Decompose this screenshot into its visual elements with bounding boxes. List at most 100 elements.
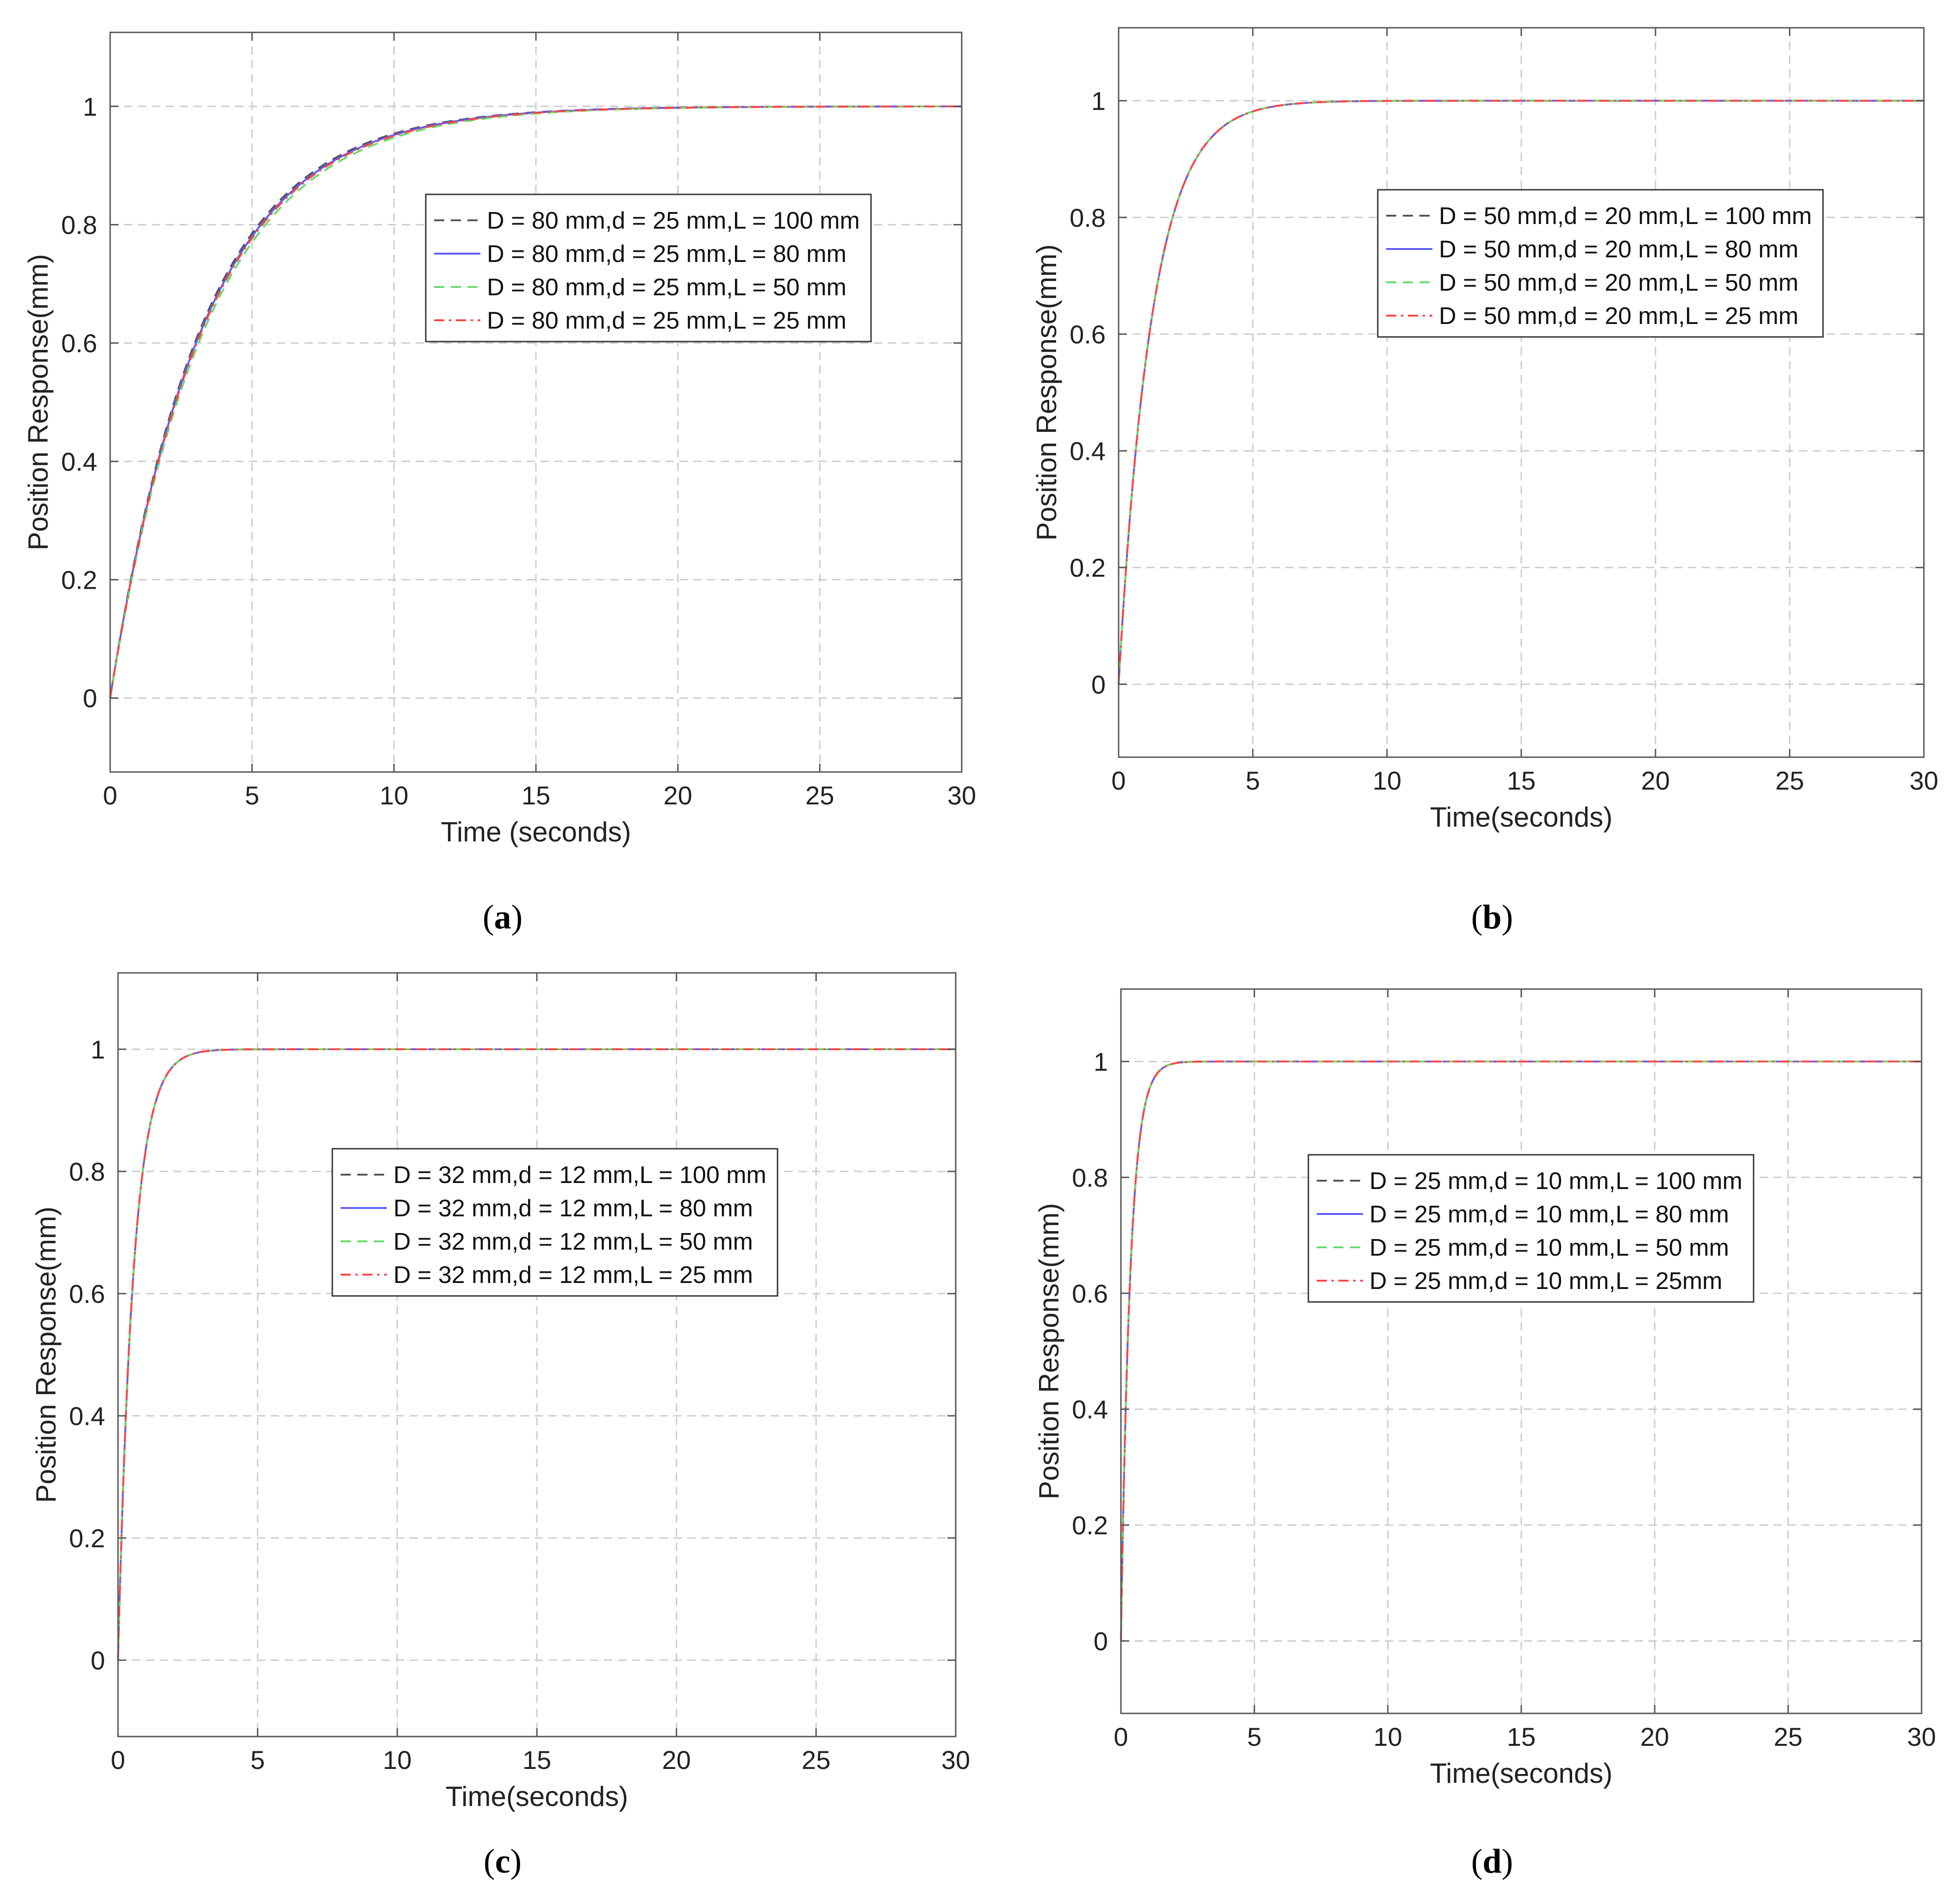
x-tick-label: 25: [802, 1745, 830, 1774]
caption-d-label: d: [1482, 1843, 1502, 1880]
chart-panel-b: 0 5 10 15 20 25 30 0 0.2 0.4 0.6 0.8 1 Time(seconds) P…: [980, 0, 1960, 950]
x-tick-label: 15: [523, 1745, 551, 1774]
legend-box: [331, 1148, 778, 1297]
caption-b: (b): [1471, 898, 1513, 936]
y-tick-label: 0.8: [69, 1157, 105, 1186]
x-tick-label: 0: [103, 781, 117, 810]
x-tick-label: 0: [1114, 1722, 1128, 1751]
x-tick-label: 10: [1373, 766, 1401, 795]
legend-entry: D = 25 mm,d = 10 mm,L = 50 mm: [1369, 1234, 1729, 1261]
legend-entry: D = 80 mm,d = 25 mm,L = 50 mm: [487, 274, 846, 301]
y-tick-label: 0.6: [69, 1279, 105, 1308]
legend-box: [1377, 189, 1824, 338]
chart-panel-a: 0 5 10 15 20 25 30 0 0.2 0.4 0.6 0.8 1 Time (seconds)…: [0, 0, 980, 950]
legend-entry: D = 50 mm,d = 20 mm,L = 80 mm: [1439, 236, 1798, 263]
x-tick-label: 0: [111, 1745, 125, 1774]
series-line-4: [109, 106, 962, 698]
legend-box: [425, 193, 872, 342]
y-axis-label: Position Response(mm): [1031, 244, 1062, 541]
x-axis-label: Time(seconds): [446, 1781, 628, 1812]
legend-entry: D = 25 mm,d = 10 mm,L = 100 mm: [1369, 1168, 1742, 1195]
legend-entry: D = 80 mm,d = 25 mm,L = 80 mm: [487, 241, 846, 268]
y-tick-label: 0.2: [69, 1524, 105, 1553]
x-tick-label: 30: [1910, 766, 1938, 795]
x-tick-label: 30: [1907, 1722, 1936, 1751]
chart-c-svg: 0 5 10 15 20 25 30 0 0.2 0.4 0.6 0.8 1 Time(seconds) P…: [31, 972, 970, 1812]
chart-panel-d: 0 5 10 15 20 25 30 0 0.2 0.4 0.6 0.8 1 Time(seconds) P…: [980, 950, 1960, 1899]
legend-entry: D = 25 mm,d = 10 mm,L = 25mm: [1369, 1268, 1722, 1295]
legend-entry: D = 32 mm,d = 12 mm,L = 100 mm: [393, 1162, 766, 1189]
x-tick-label: 5: [1247, 1722, 1262, 1751]
series-line-3: [117, 1048, 956, 1660]
x-tick-label: 25: [1774, 1722, 1803, 1751]
y-tick-label: 0: [1091, 670, 1106, 699]
y-tick-label: 0: [1094, 1627, 1108, 1656]
y-tick-label: 1: [1094, 1047, 1108, 1077]
y-tick-label: 0.6: [1070, 320, 1106, 349]
legend-entry: D = 80 mm,d = 25 mm,L = 25 mm: [487, 307, 846, 334]
y-tick-label: 0.4: [61, 447, 97, 476]
legend-entry: D = 25 mm,d = 10 mm,L = 80 mm: [1369, 1201, 1729, 1228]
y-tick-label: 1: [83, 92, 97, 121]
legend-entry: D = 50 mm,d = 20 mm,L = 100 mm: [1439, 203, 1812, 230]
y-axis-label: Position Response(mm): [23, 254, 54, 550]
series-line-4: [1118, 100, 1924, 685]
x-tick-label: 5: [250, 1745, 265, 1774]
x-tick-label: 20: [662, 1745, 691, 1774]
y-tick-label: 0.2: [1072, 1511, 1108, 1540]
legend-entry: D = 80 mm,d = 25 mm,L = 100 mm: [487, 207, 860, 234]
x-tick-label: 10: [380, 781, 408, 810]
y-tick-label: 0.8: [61, 210, 97, 239]
y-tick-label: 0.4: [69, 1401, 105, 1431]
chart-panel-c: 0 5 10 15 20 25 30 0 0.2 0.4 0.6 0.8 1 Time(seconds) P…: [0, 950, 980, 1899]
caption-c: (c): [483, 1843, 522, 1880]
y-axis-label: Position Response(mm): [31, 1207, 62, 1503]
legend: D = 80 mm,d = 25 mm,L = 100 mm D = 80 mm,…: [425, 193, 872, 342]
y-tick-label: 0.4: [1072, 1395, 1108, 1424]
legend-box: [1307, 1154, 1755, 1303]
y-tick-label: 0.6: [1072, 1279, 1108, 1308]
caption-b-label: b: [1482, 898, 1502, 936]
x-tick-label: 5: [1245, 766, 1260, 795]
caption-d: (d): [1471, 1843, 1513, 1880]
chart-a-svg: 0 5 10 15 20 25 30 0 0.2 0.4 0.6 0.8 1 Time (seconds)…: [23, 31, 976, 847]
series-line-4: [117, 1048, 956, 1660]
x-tick-label: 30: [947, 781, 976, 810]
x-tick-label: 15: [1507, 1722, 1536, 1751]
caption-a: (a): [482, 898, 523, 936]
y-tick-label: 0: [91, 1646, 105, 1675]
x-tick-label: 5: [245, 781, 259, 810]
y-tick-label: 0.4: [1070, 436, 1106, 466]
x-tick-label: 25: [1775, 766, 1804, 795]
x-tick-label: 25: [805, 781, 834, 810]
y-axis-label: Position Response(mm): [1033, 1203, 1064, 1499]
chart-d-svg: 0 5 10 15 20 25 30 0 0.2 0.4 0.6 0.8 1 Time(seconds) P…: [1033, 988, 1936, 1789]
chart-b-svg: 0 5 10 15 20 25 30 0 0.2 0.4 0.6 0.8 1 Time(seconds) P…: [1031, 27, 1938, 833]
x-tick-label: 10: [383, 1745, 411, 1774]
legend-entry: D = 50 mm,d = 20 mm,L = 25 mm: [1439, 303, 1798, 330]
legend-entry: D = 50 mm,d = 20 mm,L = 50 mm: [1439, 269, 1798, 296]
caption-c-label: c: [495, 1843, 510, 1880]
y-tick-label: 0.2: [61, 566, 97, 595]
x-axis-label: Time(seconds): [1430, 1758, 1613, 1789]
legend: D = 32 mm,d = 12 mm,L = 100 mm D = 32 mm,…: [331, 1148, 778, 1297]
legend-entry: D = 32 mm,d = 12 mm,L = 25 mm: [393, 1262, 753, 1289]
x-tick-label: 30: [941, 1745, 970, 1774]
y-tick-label: 0.6: [61, 329, 97, 358]
y-tick-label: 1: [1091, 87, 1106, 116]
legend-entry: D = 32 mm,d = 12 mm,L = 50 mm: [393, 1228, 753, 1255]
legend: D = 25 mm,d = 10 mm,L = 100 mm D = 25 mm,…: [1307, 1154, 1755, 1303]
legend: D = 50 mm,d = 20 mm,L = 100 mm D = 50 mm,…: [1377, 189, 1824, 338]
x-tick-label: 20: [664, 781, 692, 810]
x-tick-label: 10: [1374, 1722, 1402, 1751]
x-tick-label: 20: [1640, 1722, 1669, 1751]
y-tick-label: 1: [91, 1035, 105, 1064]
y-tick-label: 0.8: [1072, 1163, 1108, 1192]
y-tick-label: 0.8: [1070, 203, 1106, 232]
x-tick-label: 0: [1111, 766, 1126, 795]
x-tick-label: 20: [1641, 766, 1670, 795]
y-tick-label: 0: [83, 684, 97, 713]
caption-a-label: a: [494, 898, 511, 936]
x-axis-label: Time(seconds): [1430, 802, 1613, 833]
x-tick-label: 15: [522, 781, 550, 810]
